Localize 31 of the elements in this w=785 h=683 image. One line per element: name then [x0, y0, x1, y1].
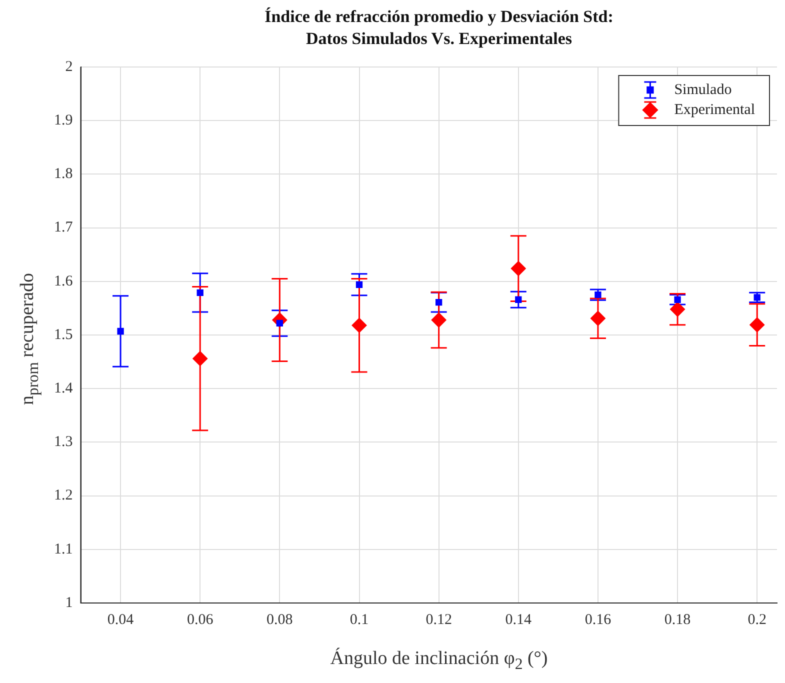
point [590, 310, 606, 326]
point [352, 318, 367, 333]
legend-label: Experimental [674, 102, 756, 118]
x-tick-label: 0.2 [748, 612, 766, 628]
chart-title: Índice de refracción promedio y Desviación Std: Datos Simulados Vs. Experimentales [264, 6, 614, 50]
point [750, 317, 765, 332]
y-tick-label: 1.1 [54, 541, 73, 558]
y-tick-label: 1 [65, 594, 73, 611]
x-tick-label: 0.12 [426, 612, 452, 628]
point [192, 351, 208, 366]
x-tick-label: 0.04 [107, 612, 134, 628]
y-tick-label: 1.5 [54, 326, 73, 343]
y-tick-label: 1.7 [54, 220, 74, 236]
y-tick-label: 1.8 [54, 166, 73, 182]
x-tick-label: 0.18 [664, 612, 691, 628]
x-tick-label: 0.1 [350, 612, 369, 628]
x-tick-label: 0.06 [186, 612, 214, 628]
legend-label: Simulado [674, 82, 732, 98]
point [510, 261, 526, 276]
y-tick-label: 1.2 [54, 488, 73, 504]
point [431, 312, 446, 328]
x-tick-label: 0.14 [505, 612, 532, 628]
y-tick-label: 1.6 [54, 273, 74, 290]
x-tick-label: 0.08 [266, 612, 293, 628]
y-tick-label: 1.3 [54, 434, 73, 450]
y-tick-label: 1.4 [54, 380, 74, 397]
x-axis-title: Ángulo de inclinación φ$_{2}$ (°) [329, 648, 549, 674]
point [670, 302, 686, 317]
y-tick-label: 2 [65, 58, 73, 75]
x-tick-label: 0.16 [584, 612, 612, 628]
y-tick-label: 1.9 [54, 112, 73, 129]
